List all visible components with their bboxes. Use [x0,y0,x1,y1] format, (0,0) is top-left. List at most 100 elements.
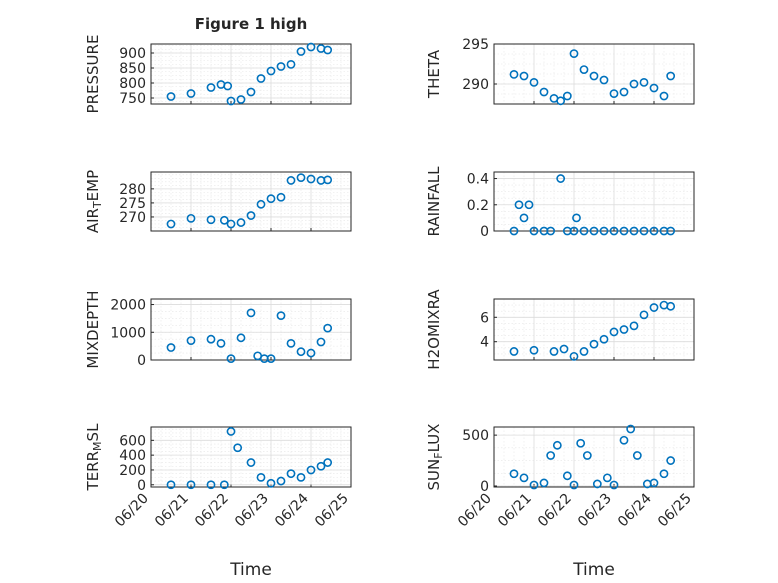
x-axis-label-right: Time [572,560,615,580]
data-point [519,213,529,223]
data-point [556,174,566,183]
data-point [666,71,676,81]
data-point [629,321,639,331]
data-point [223,81,233,91]
data-point [579,65,589,74]
data-point [659,469,669,479]
data-point [529,480,539,490]
data-point [549,347,559,356]
data-point [556,96,566,106]
axes-box [493,43,695,105]
data-point [524,200,534,210]
data-point [323,323,333,333]
data-point [276,192,286,202]
data-point [514,200,524,210]
data-point [166,92,176,101]
y-tick-label: 750 [119,91,146,107]
data-point [562,471,572,481]
data-point [276,311,286,321]
axes-box [150,43,352,105]
data-point [619,87,629,97]
data-point [619,435,629,445]
data-point [639,310,649,320]
data-point [186,89,196,98]
axes-box [150,426,352,488]
axes-box [150,298,352,361]
data-point [609,327,619,337]
data-point [639,78,649,87]
y-axis-label-pressure: PRESSURE [84,35,102,114]
data-point [539,87,549,97]
data-point [306,348,316,358]
data-point [629,226,639,236]
data-point [589,71,599,81]
data-point [529,226,539,236]
x-tick-label: 06/25 [655,491,695,531]
x-tick-label: 06/22 [535,491,575,531]
data-point [286,338,296,348]
data-point [609,226,619,236]
data-point [219,480,229,490]
y-tick-label: 800 [119,76,146,92]
y-tick-label: 0 [480,479,489,495]
data-point [166,343,176,352]
data-point [509,226,519,236]
data-point [186,213,196,223]
data-point [236,333,246,343]
x-tick-label: 06/21 [152,491,192,531]
data-point [599,334,609,344]
x-tick-label: 06/23 [575,491,615,531]
data-point [546,451,556,460]
data-point [639,226,649,236]
data-point [186,480,196,490]
data-point [619,226,629,236]
data-point [246,308,256,318]
subplot-theta: 290 295 THETA [425,37,695,106]
data-point [246,458,256,467]
data-point [519,71,529,81]
data-point [582,451,592,460]
y-axis-label-terr-msl: TERRMSL [84,423,104,492]
y-axis-label-sun-flux: SUNFLUX [425,424,445,491]
data-point [256,472,266,482]
x-tick-label: 06/23 [232,491,272,531]
x-tick-label: 06/24 [272,490,312,530]
data-point [666,456,676,465]
data-point [166,480,176,490]
plot-area [493,298,695,361]
data-point [286,60,296,69]
data-point [296,472,306,482]
y-tick-label: 500 [462,428,489,444]
data-point [609,480,619,490]
y-tick-label: 400 [119,448,146,464]
data-point [316,337,326,347]
y-axis-label-mixdepth: MIXDEPTH [84,290,102,368]
x-tick-label: 06/21 [495,491,535,531]
data-point [296,347,306,357]
y-tick-label: 850 [119,61,146,77]
data-point [286,469,296,479]
data-point [572,213,581,223]
data-point [226,427,236,436]
data-point [266,194,276,204]
data-point [599,75,609,85]
data-point [599,226,609,236]
y-tick-label: 900 [119,46,146,62]
data-point [296,173,306,183]
data-point [529,78,539,87]
x-tick-label: 06/25 [312,491,352,531]
data-point [216,338,226,348]
data-point [626,424,636,434]
data-point [206,334,216,344]
data-point [569,49,579,58]
y-axis-label-h2omixra: H2OMIXRA [425,289,443,370]
data-point [569,351,579,361]
data-point [569,480,579,490]
data-point [226,354,236,364]
data-point [529,345,539,355]
data-point [323,45,333,55]
